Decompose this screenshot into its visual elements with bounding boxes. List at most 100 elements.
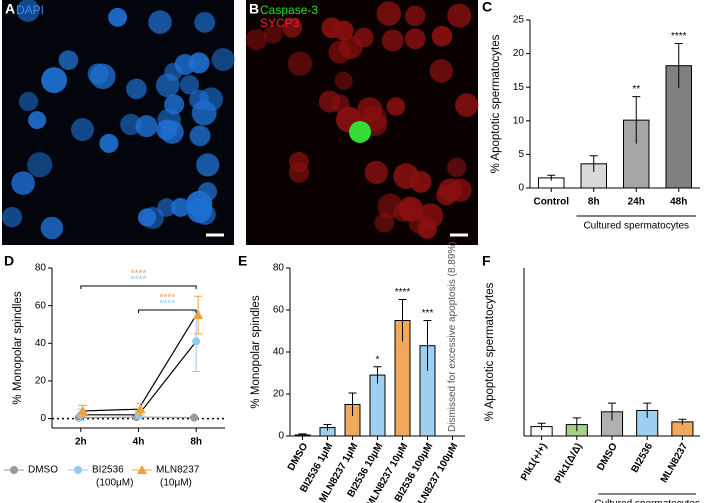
- cell-nucleus: [211, 47, 235, 72]
- marker: [192, 337, 201, 346]
- cell-nucleus: [404, 5, 426, 27]
- x-tick-label: Plk1(Δ/Δ): [553, 441, 585, 485]
- cell-nucleus: [196, 153, 220, 177]
- cell-nucleus: [364, 160, 388, 185]
- panel-label: B: [249, 1, 259, 17]
- significance-label: ****: [671, 31, 687, 42]
- cell-nucleus: [179, 75, 200, 95]
- channel-label: Caspase-3: [260, 3, 318, 17]
- cell-nucleus: [321, 17, 343, 39]
- cell-nucleus: [189, 125, 211, 147]
- x-tick-label: 2h: [75, 437, 87, 448]
- y-tick-label: 20: [513, 48, 525, 59]
- y-tick-label: 80: [35, 263, 47, 274]
- cell-nucleus: [189, 89, 209, 110]
- cell-nucleus: [1, 207, 23, 228]
- significance-label: **: [632, 84, 640, 95]
- apoptotic-cell: [349, 121, 371, 143]
- cell-nucleus: [245, 29, 267, 51]
- marker: [77, 406, 88, 416]
- error-bar: [608, 402, 616, 421]
- error-bar: [348, 392, 357, 417]
- y-tick-label: 20: [35, 376, 47, 387]
- significance-label: ****: [160, 293, 176, 304]
- marker: [135, 404, 146, 414]
- y-tick-label: 5: [518, 149, 524, 160]
- x-tick-label: Control: [533, 197, 569, 208]
- cell-nucleus: [148, 10, 172, 34]
- error-bar: [398, 299, 407, 342]
- cell-nucleus: [287, 51, 313, 76]
- y-tick-label: 40: [273, 347, 285, 358]
- cell-nucleus: [28, 111, 47, 130]
- x-tick-label: DMSO: [595, 441, 620, 473]
- cell-nucleus: [429, 59, 453, 83]
- y-tick-label: 15: [513, 82, 525, 93]
- cell-nucleus: [171, 198, 190, 217]
- cell-nucleus: [404, 28, 426, 50]
- cell-nucleus: [376, 1, 402, 26]
- error-bar: [572, 417, 581, 432]
- cell-nucleus: [374, 213, 395, 233]
- x-tick-label: 48h: [670, 197, 687, 208]
- legend-marker: [74, 466, 82, 474]
- cell-nucleus: [16, 0, 40, 22]
- error-bar: [373, 366, 382, 384]
- x-tick-label: 24h: [628, 197, 645, 208]
- y-axis-label: % Monopolar spindles: [12, 291, 24, 404]
- cell-nucleus: [318, 90, 341, 113]
- y-axis-label: % Monopolar spindles: [250, 295, 262, 408]
- y-axis-label: % Apoptotic spermatocytes: [490, 34, 502, 173]
- y-tick-label: 0: [518, 183, 524, 194]
- cell-nucleus: [186, 190, 213, 217]
- cell-nucleus: [381, 29, 404, 52]
- y-tick-label: 60: [273, 305, 285, 316]
- panel-label: F: [482, 253, 491, 269]
- panel-label: A: [5, 1, 15, 17]
- marker: [190, 413, 199, 422]
- significance-label: *: [376, 354, 380, 365]
- x-tick-label: 8h: [190, 437, 202, 448]
- cell-nucleus: [386, 97, 406, 116]
- legend-label: MLN8237: [156, 465, 200, 476]
- legend-label: BI2536: [92, 465, 124, 476]
- significance-label: ***: [422, 308, 434, 319]
- significance-bracket: [138, 309, 197, 313]
- y-tick-label: 80: [273, 263, 285, 274]
- error-bar: [323, 423, 332, 431]
- error-bar: [678, 418, 687, 425]
- cell-nucleus: [137, 208, 157, 227]
- y-tick-label: 10: [513, 115, 525, 126]
- cell-nucleus: [18, 91, 39, 112]
- legend-label: DMSO: [28, 465, 58, 476]
- cell-nucleus: [27, 152, 53, 178]
- cell-nucleus: [11, 171, 35, 195]
- error-bar: [643, 402, 652, 418]
- cell-nucleus: [455, 93, 479, 117]
- cell-nucleus: [87, 63, 109, 85]
- cell-nucleus: [436, 184, 457, 206]
- significance-bracket: [80, 285, 197, 289]
- x-tick-label: DMSO: [286, 441, 311, 473]
- x-tick-label: Plk1(+/+): [519, 441, 549, 483]
- legend-label: (100μM): [96, 478, 133, 489]
- group-label: Cultured spermatocytes: [594, 499, 700, 503]
- note: Dismissed for excessive apoptosis (8.89%…: [447, 241, 458, 432]
- x-tick-label: 4h: [133, 437, 145, 448]
- cell-nucleus: [135, 115, 158, 138]
- cell-nucleus: [188, 52, 210, 74]
- error-bar: [423, 320, 432, 371]
- cell-nucleus: [99, 133, 119, 153]
- cell-nucleus: [164, 94, 185, 115]
- cell-nucleus: [334, 71, 353, 90]
- cell-nucleus: [126, 78, 147, 100]
- y-tick-label: 20: [273, 389, 285, 400]
- legend-marker: [137, 465, 147, 474]
- cell-nucleus: [41, 67, 68, 94]
- cell-nucleus: [447, 3, 472, 28]
- bar: [369, 374, 386, 437]
- significance-label: ****: [160, 299, 176, 310]
- cell-nucleus: [282, 17, 303, 38]
- panel-label: E: [238, 253, 247, 269]
